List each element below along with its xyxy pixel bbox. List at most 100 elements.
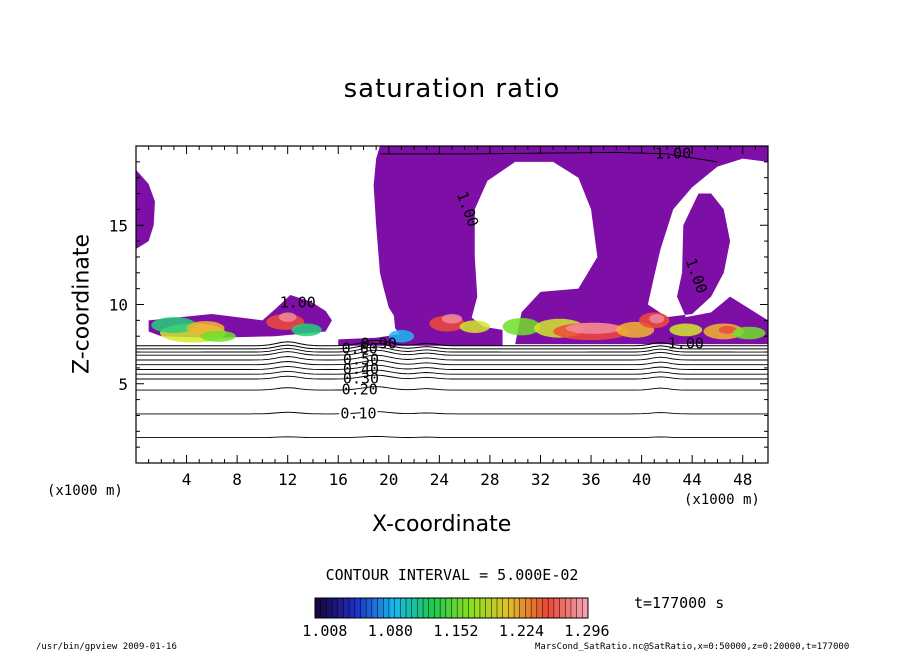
colorbar-segment: [462, 598, 470, 618]
x-tick-label-6: 28: [480, 470, 499, 489]
contour-line-4: [136, 369, 768, 375]
band-blob-6: [291, 323, 322, 337]
unsaturated-cavity: [487, 172, 585, 300]
contour-line-11: [136, 339, 768, 347]
colorbar-tick-label: 1.224: [498, 622, 544, 640]
colorbar-segment: [582, 598, 589, 618]
colorbar-tick-label: 1.008: [302, 622, 348, 640]
colorbar-segment: [388, 598, 396, 618]
band-blob-10: [459, 320, 490, 334]
colorbar-tick-label: 1.152: [433, 622, 479, 640]
x-tick-label-9: 40: [632, 470, 651, 489]
saturated-region-1: [373, 146, 768, 345]
colorbar-segment: [411, 598, 418, 618]
contour-line-6: [136, 359, 768, 366]
colorbar-segment: [514, 598, 521, 618]
band-blob-1: [151, 317, 197, 334]
colorbar-segment: [406, 598, 413, 618]
band-blob-20: [718, 325, 737, 334]
colorbar-segment: [491, 598, 498, 618]
x-axis-label: X-coordinate: [372, 512, 512, 537]
x-tick-label-5: 24: [430, 470, 449, 489]
contour-label-3: 1.00: [280, 293, 316, 311]
saturated-region-0: [136, 169, 155, 250]
colorbar-segment: [559, 598, 566, 618]
colorbar-tick-label: 1.080: [367, 622, 413, 640]
colorbar-segment: [320, 598, 327, 618]
colorbar-segment: [570, 598, 578, 618]
band-blob-21: [732, 326, 766, 340]
contour-line-top: [379, 151, 718, 163]
colorbar-segment: [377, 598, 384, 618]
colorbar-segment: [371, 598, 379, 618]
x-tick-label-8: 36: [581, 470, 600, 489]
colorbar-segment: [468, 598, 475, 618]
colorbar-segment: [485, 598, 492, 618]
contour-line-5: [136, 364, 768, 370]
x-tick-label-3: 16: [329, 470, 348, 489]
colorbar-segment: [366, 598, 373, 618]
colorbar-segment: [502, 598, 509, 618]
contour-line-8: [136, 349, 768, 356]
x-tick-label-10: 44: [683, 470, 702, 489]
y-tick-label-1: 10: [109, 296, 128, 315]
x-tick-label-11: 48: [733, 470, 752, 489]
contour-line-9: [136, 346, 768, 353]
z-unit-label: (x1000 m): [47, 483, 123, 499]
band-blob-7: [388, 329, 415, 343]
colorbar-segment: [354, 598, 361, 618]
contour-label-10: 0.60: [342, 339, 378, 357]
contour-interval-label: CONTOUR INTERVAL = 5.000E-02: [325, 566, 579, 584]
colorbar-segment: [525, 598, 532, 618]
colorbar-segment: [326, 598, 333, 618]
contour-line-2: [136, 386, 768, 391]
colorbar-tick-label: 1.296: [564, 622, 610, 640]
y-tick-label-0: 5: [118, 375, 128, 394]
colorbar-segment: [474, 598, 481, 618]
colorbar-segment: [400, 598, 407, 618]
band-blob-11: [502, 317, 541, 336]
colorbar-segment: [479, 598, 487, 618]
x-unit-label: (x1000 m): [684, 492, 760, 508]
colorbar-segment: [542, 598, 549, 618]
contour-label-4: 1.00: [668, 335, 704, 353]
colorbar-segment: [434, 598, 441, 618]
contour-label-5: 0.10: [340, 404, 376, 422]
colorbar-segment: [508, 598, 515, 618]
contour-label-9: 0.50: [343, 350, 379, 368]
contour-line-3: [136, 374, 768, 380]
time-label: t=177000 s: [634, 594, 725, 612]
x-tick-label-2: 12: [278, 470, 297, 489]
band-blob-14: [565, 322, 622, 334]
supersaturation-band: [151, 312, 766, 343]
contour-label-7: 0.30: [343, 369, 379, 387]
footer-right: MarsCond_SatRatio.nc@SatRatio,x=0:50000,…: [535, 642, 850, 652]
colorbar-segment: [576, 598, 583, 618]
colorbar-segment: [423, 598, 430, 618]
colorbar-segment: [394, 598, 401, 618]
y-axis-label: Z-coordinate: [69, 234, 95, 374]
y-tick-label-2: 15: [109, 216, 128, 235]
colorbar-segment: [519, 598, 526, 618]
band-blob-17: [649, 314, 665, 324]
colorbar-segment: [531, 598, 538, 618]
band-blob-3: [200, 330, 236, 342]
x-tick-label-4: 20: [379, 470, 398, 489]
colorbar-segment: [349, 598, 356, 618]
contour-line-10: [136, 343, 768, 350]
colorbar-segment: [332, 598, 339, 618]
contour-label-11: 0.90: [361, 335, 397, 353]
colorbar-segment: [536, 598, 543, 618]
colorbar-segment: [440, 598, 447, 618]
colorbar-segment: [497, 598, 504, 618]
colorbar: [314, 597, 589, 619]
contour-line-1: [136, 411, 768, 415]
colorbar-segment: [565, 598, 572, 618]
contour-lines: [136, 151, 768, 439]
contour-line-7: [136, 354, 768, 361]
colorbar-segment: [343, 598, 350, 618]
colorbar-segment: [315, 598, 322, 618]
colorbar-segment: [553, 598, 561, 618]
band-blob-5: [278, 312, 297, 322]
contour-label-6: 0.20: [342, 381, 378, 399]
